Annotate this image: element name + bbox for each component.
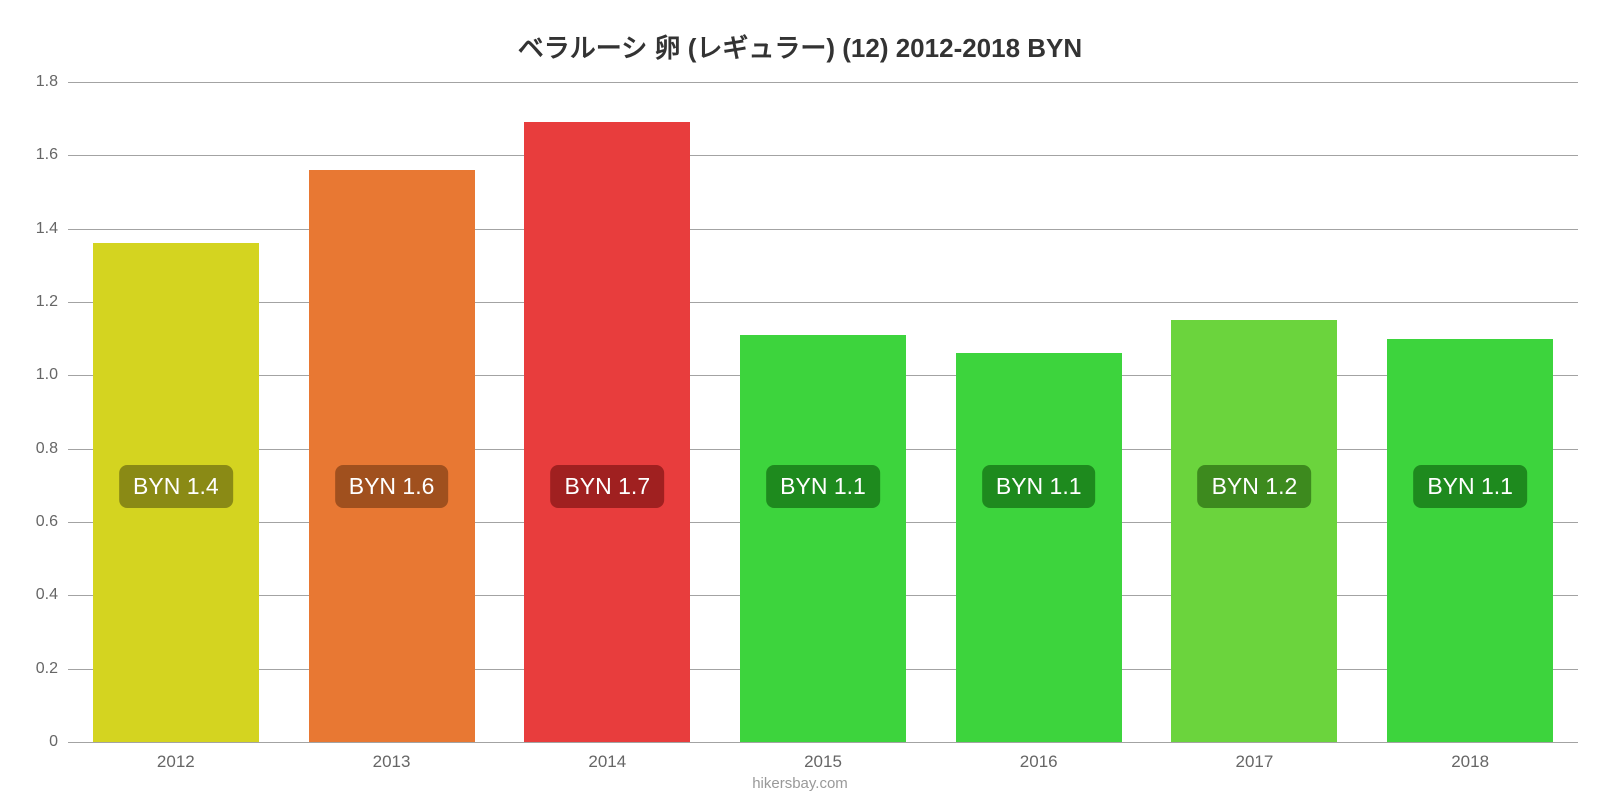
y-tick-label: 1.4 [8,220,58,238]
chart-title: ベラルーシ 卵 (レギュラー) (12) 2012-2018 BYN [0,28,1600,65]
value-label: BYN 1.4 [119,465,233,508]
bar [309,170,475,742]
bar [956,353,1122,742]
bar [1387,339,1553,742]
y-tick-label: 1.6 [8,146,58,164]
bar [1171,320,1337,742]
y-tick-label: 1.0 [8,366,58,384]
x-tick-label: 2013 [373,752,411,772]
value-label: BYN 1.1 [982,465,1096,508]
x-tick-label: 2016 [1020,752,1058,772]
attribution-text: hikersbay.com [0,775,1600,792]
y-tick-label: 0.2 [8,660,58,678]
value-label: BYN 1.7 [550,465,664,508]
x-tick-label: 2015 [804,752,842,772]
bar [740,335,906,742]
gridline [68,302,1578,303]
y-tick-label: 0.8 [8,440,58,458]
y-tick-label: 0.6 [8,513,58,531]
value-label: BYN 1.6 [335,465,449,508]
value-label: BYN 1.2 [1198,465,1312,508]
gridline [68,229,1578,230]
y-tick-label: 1.2 [8,293,58,311]
x-tick-label: 2018 [1451,752,1489,772]
plot-area [68,82,1578,742]
y-tick-label: 0 [8,733,58,751]
x-tick-label: 2014 [588,752,626,772]
x-tick-label: 2017 [1236,752,1274,772]
y-tick-label: 0.4 [8,586,58,604]
value-label: BYN 1.1 [766,465,880,508]
value-label: BYN 1.1 [1413,465,1527,508]
gridline [68,155,1578,156]
chart-container: ベラルーシ 卵 (レギュラー) (12) 2012-2018 BYN hiker… [0,0,1600,800]
gridline [68,742,1578,743]
gridline [68,82,1578,83]
y-tick-label: 1.8 [8,73,58,91]
x-tick-label: 2012 [157,752,195,772]
bar [524,122,690,742]
